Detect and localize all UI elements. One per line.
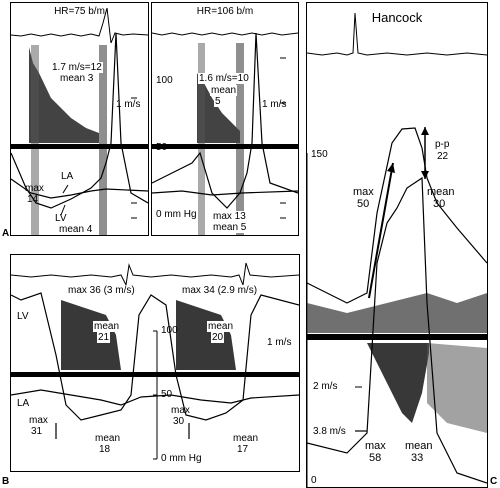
doppler-spectrum-lower-right bbox=[427, 343, 487, 433]
doppler-spectrum-band bbox=[236, 43, 244, 235]
lv-pressure-curve bbox=[11, 292, 299, 421]
la-arrow bbox=[62, 184, 69, 194]
mean-value-3: 18 bbox=[99, 444, 111, 455]
scale-top-label: 150 bbox=[311, 149, 328, 160]
max-value-4: 30 bbox=[173, 416, 185, 427]
panel-a-letter: A bbox=[2, 228, 10, 239]
ecg-trace bbox=[11, 262, 299, 287]
hr-label: HR=106 b/m bbox=[196, 6, 254, 17]
scale-label: 1 m/s bbox=[262, 99, 287, 110]
doppler-spectrum-2 bbox=[176, 300, 236, 370]
mean-label-1: mean bbox=[93, 321, 121, 332]
ecg-trace bbox=[11, 7, 148, 44]
la-pressure-curve bbox=[152, 190, 298, 196]
doppler-spectrum-band bbox=[31, 45, 39, 235]
max-value: 50 bbox=[357, 198, 370, 210]
pp-arrow-head-bottom bbox=[421, 171, 429, 179]
pressure-curve-lv bbox=[307, 176, 487, 484]
doppler-spectrum-band bbox=[198, 43, 205, 235]
max-label: max bbox=[25, 183, 44, 194]
ecg-trace bbox=[307, 12, 487, 56]
doppler-spectrum bbox=[29, 47, 99, 143]
zero-label: 0 bbox=[311, 475, 317, 486]
panel-a-left: HR=75 b/m 1.7 m/s=12 mean 3 1 m/s LA max… bbox=[10, 2, 149, 236]
max-value: 14 bbox=[27, 194, 39, 205]
ecg-trace bbox=[152, 32, 298, 36]
la-pressure-curve bbox=[11, 389, 299, 406]
hr-label: HR=75 b/m bbox=[54, 6, 105, 17]
panel-b: LV LA max 36 (3 m/s) mean 21 max 34 (2.9… bbox=[10, 254, 300, 472]
vel38-label: 3.8 m/s bbox=[313, 426, 346, 437]
panel-c: Hancock 150 p-p 22 max 50 mean 30 2 m/s … bbox=[306, 2, 488, 488]
mean-value: 5 bbox=[214, 96, 222, 107]
pp-label: p-p bbox=[435, 139, 450, 150]
mean-label: mean 3 bbox=[59, 73, 95, 84]
mean-bottom-label: mean 4 bbox=[59, 224, 93, 235]
scale-top-label: 100 bbox=[156, 75, 173, 86]
panel-a-right: HR=106 b/m 100 1.6 m/s=10 mean 5 1 m/s 5… bbox=[151, 2, 299, 236]
panel-b-letter: B bbox=[2, 476, 10, 487]
baseline bbox=[11, 372, 299, 377]
lv-arrow bbox=[60, 204, 66, 216]
mean-label: mean bbox=[427, 186, 455, 198]
scale-top-label: 100 bbox=[161, 325, 178, 336]
scale-mid-label: 50 bbox=[161, 389, 173, 400]
max-arrow-head bbox=[387, 163, 395, 173]
panel-c-letter: C bbox=[490, 476, 498, 487]
la-label: LA bbox=[17, 398, 30, 409]
zero-label: 0 mm Hg bbox=[156, 209, 197, 220]
mean-label-4: mean bbox=[233, 433, 259, 444]
la-pressure-curve bbox=[11, 178, 148, 199]
scale-mid-label: 50 bbox=[156, 142, 168, 153]
baseline bbox=[11, 144, 148, 149]
max-arrow bbox=[368, 162, 394, 299]
mean-label-2: mean bbox=[207, 321, 235, 332]
doppler-spectrum bbox=[197, 73, 240, 143]
zero-label: 0 mm Hg bbox=[161, 453, 202, 464]
lv-label: LV bbox=[55, 213, 67, 224]
scale-label: 1 m/s bbox=[116, 99, 141, 110]
panel-a-left-graphic bbox=[11, 7, 148, 235]
max2-label: max bbox=[365, 440, 386, 452]
la-label: LA bbox=[61, 171, 74, 182]
panel-c-graphic bbox=[307, 12, 487, 487]
lv-label: LV bbox=[17, 311, 29, 322]
max2-value: 58 bbox=[369, 452, 382, 464]
mean2-label: mean bbox=[405, 440, 433, 452]
max-label-3: max bbox=[29, 415, 48, 426]
doppler-spectrum-1 bbox=[61, 300, 121, 370]
max-label-2: max 34 (2.9 m/s) bbox=[181, 285, 259, 296]
doppler-spectrum-band bbox=[99, 45, 107, 235]
lv-pressure-curve bbox=[11, 32, 148, 209]
mean-value: 30 bbox=[433, 198, 446, 210]
max-label-4: max bbox=[171, 405, 190, 416]
mean-value-2: 20 bbox=[211, 332, 225, 343]
pp-value: 22 bbox=[437, 151, 449, 162]
velocity-label: 1.7 m/s=12 bbox=[51, 62, 103, 73]
max-value-3: 31 bbox=[31, 426, 43, 437]
panel-a-right-graphic bbox=[152, 32, 298, 235]
max-label: max bbox=[353, 186, 374, 198]
max-label: max 13 bbox=[212, 211, 247, 222]
max-label-1: max 36 (3 m/s) bbox=[67, 285, 136, 296]
velocity-label: 1.6 m/s=10 bbox=[198, 73, 250, 84]
doppler-spectrum-lower bbox=[367, 343, 429, 423]
mean2-value: 33 bbox=[411, 452, 424, 464]
mean-value-4: 17 bbox=[237, 444, 249, 455]
doppler-spectrum-upper bbox=[307, 293, 487, 333]
pressure-curve-aorta bbox=[307, 127, 487, 304]
baseline bbox=[152, 144, 298, 149]
mean-label: mean bbox=[210, 85, 238, 96]
mean-bottom-label: mean 5 bbox=[212, 222, 248, 233]
baseline bbox=[307, 334, 487, 340]
panel-b-graphic bbox=[11, 262, 299, 460]
vel2-label: 2 m/s bbox=[313, 381, 338, 392]
mean-label-3: mean bbox=[95, 433, 121, 444]
scale-ms-label: 1 m/s bbox=[267, 337, 292, 348]
chart-title: Hancock bbox=[371, 10, 423, 25]
pp-arrow-head-top bbox=[421, 127, 429, 135]
mean-value-1: 21 bbox=[97, 332, 111, 343]
